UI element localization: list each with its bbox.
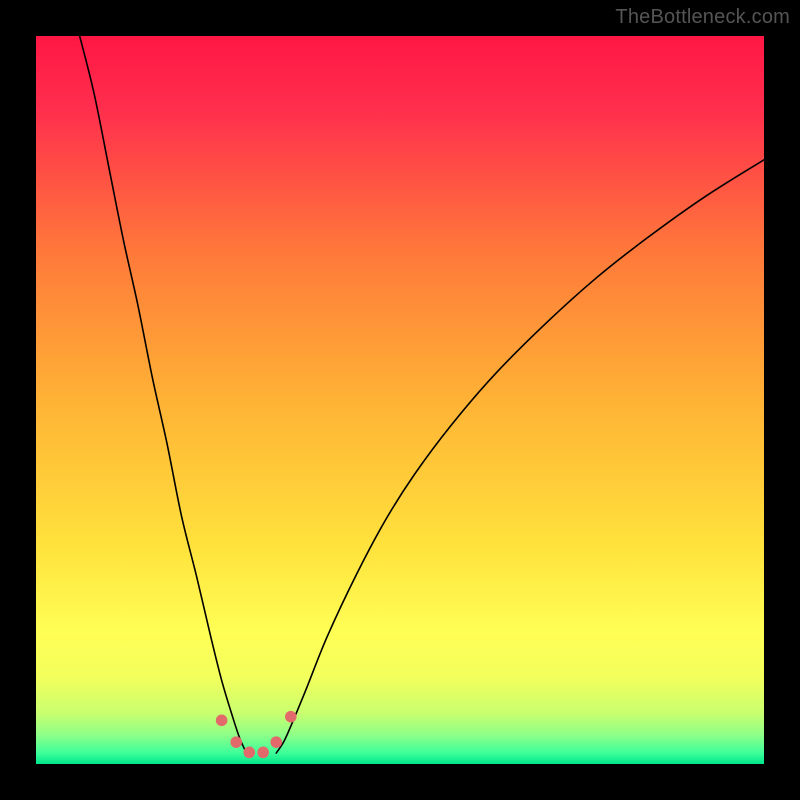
valley-marker-dot xyxy=(230,736,242,748)
bottleneck-chart xyxy=(0,0,800,800)
watermark-text: TheBottleneck.com xyxy=(615,6,790,29)
valley-marker-dot xyxy=(216,715,228,727)
plot-area-gradient xyxy=(36,36,764,764)
valley-marker-dot xyxy=(244,747,256,759)
valley-marker-dot xyxy=(257,747,269,759)
root-container: TheBottleneck.com xyxy=(0,0,800,800)
valley-marker-dot xyxy=(285,711,297,723)
valley-marker-dot xyxy=(270,736,282,748)
